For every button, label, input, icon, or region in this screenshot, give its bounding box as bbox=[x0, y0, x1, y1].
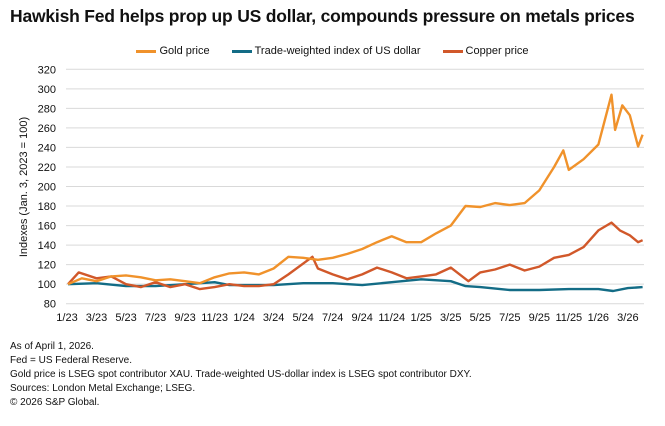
y-tick-label: 180 bbox=[38, 201, 56, 213]
legend-item-gold: Gold price bbox=[136, 45, 210, 57]
chart-title: Hawkish Fed helps prop up US dollar, com… bbox=[10, 6, 635, 26]
x-tick-label: 5/24 bbox=[292, 312, 313, 324]
x-tick-label: 7/25 bbox=[499, 312, 520, 324]
x-tick-label: 3/24 bbox=[263, 312, 284, 324]
legend-label: Copper price bbox=[465, 45, 529, 57]
legend-item-dollar: Trade-weighted index of US dollar bbox=[231, 45, 421, 57]
legend-swatch-dollar bbox=[231, 49, 252, 53]
x-tick-label: 9/23 bbox=[174, 312, 195, 324]
footnote-date: As of April 1, 2026. bbox=[10, 341, 94, 352]
footnote-abbrev: Fed = US Federal Reserve. bbox=[10, 355, 132, 366]
y-axis-ticks: 80 100 120 140 160 180 200 220 240 260 280 300 320 bbox=[38, 64, 56, 310]
x-tick-label: 5/25 bbox=[470, 312, 491, 324]
series-lines bbox=[67, 93, 644, 293]
x-tick-label: 11/24 bbox=[378, 312, 405, 324]
x-tick-label: 1/24 bbox=[233, 312, 254, 324]
footnote-copyright: © 2026 S&P Global. bbox=[10, 397, 100, 408]
legend-swatch-copper bbox=[442, 49, 463, 53]
y-tick-label: 160 bbox=[38, 221, 56, 233]
gridlines bbox=[66, 68, 644, 305]
y-tick-label: 220 bbox=[38, 162, 56, 174]
x-axis-ticks: 1/23 3/23 5/23 7/23 9/23 11/23 1/24 3/24 5/24 7/2… bbox=[56, 312, 638, 324]
x-tick-label: 11/23 bbox=[201, 312, 228, 324]
y-tick-label: 240 bbox=[38, 142, 56, 154]
series-line-gold bbox=[67, 93, 644, 286]
x-tick-label: 3/25 bbox=[440, 312, 461, 324]
x-tick-label: 9/24 bbox=[351, 312, 372, 324]
y-tick-label: 300 bbox=[38, 84, 56, 96]
x-tick-label: 11/25 bbox=[555, 312, 582, 324]
x-tick-label: 1/25 bbox=[411, 312, 432, 324]
y-tick-label: 320 bbox=[38, 64, 56, 76]
x-tick-label: 5/23 bbox=[115, 312, 136, 324]
y-tick-label: 140 bbox=[38, 240, 56, 252]
x-tick-label: 3/26 bbox=[617, 312, 638, 324]
y-tick-label: 260 bbox=[38, 123, 56, 135]
legend-label: Gold price bbox=[159, 45, 210, 57]
x-tick-label: 7/24 bbox=[322, 312, 343, 324]
legend: Gold price Trade-weighted index of US do… bbox=[0, 45, 665, 57]
y-tick-label: 80 bbox=[44, 299, 56, 311]
x-tick-label: 3/23 bbox=[86, 312, 107, 324]
legend-item-copper: Copper price bbox=[442, 45, 529, 57]
series-line-copper bbox=[67, 221, 644, 291]
x-tick-label: 1/26 bbox=[588, 312, 609, 324]
footnote-definitions: Gold price is LSEG spot contributor XAU.… bbox=[10, 369, 472, 380]
legend-swatch-gold bbox=[136, 49, 157, 53]
x-tick-label: 1/23 bbox=[56, 312, 77, 324]
legend-label: Trade-weighted index of US dollar bbox=[254, 45, 421, 57]
footnotes: As of April 1, 2026. Fed = US Federal Re… bbox=[10, 340, 472, 410]
x-tick-label: 7/23 bbox=[145, 312, 166, 324]
footnote-sources: Sources: London Metal Exchange; LSEG. bbox=[10, 383, 196, 394]
y-tick-label: 280 bbox=[38, 103, 56, 115]
y-axis-label: Indexes (Jan. 3, 2023 = 100) bbox=[18, 117, 30, 257]
y-tick-label: 100 bbox=[38, 279, 56, 291]
x-tick-label: 9/25 bbox=[529, 312, 550, 324]
y-tick-label: 120 bbox=[38, 260, 56, 272]
y-tick-label: 200 bbox=[38, 182, 56, 194]
